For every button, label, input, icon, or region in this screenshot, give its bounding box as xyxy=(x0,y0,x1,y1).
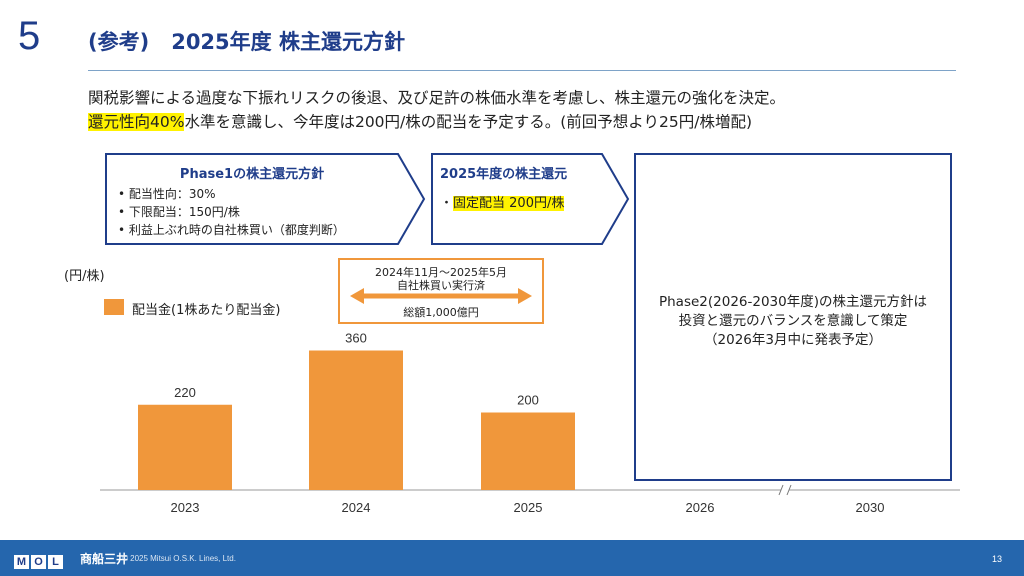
buyback-period: 2024年11月～2025年5月 xyxy=(375,266,507,279)
phase2-line-2: 投資と還元のバランスを意識して策定 xyxy=(678,313,908,329)
axis-break-gap xyxy=(781,486,789,494)
title-main: 2025年度 株主還元方針 xyxy=(171,30,405,54)
page-number: 13 xyxy=(992,554,1003,564)
lead-line-2: 還元性向40%水準を意識し、今年度は200円/株の配当を予定する。(前回予想より… xyxy=(88,110,752,132)
y-axis-unit: (円/株) xyxy=(64,269,105,284)
copyright: © 2025 Mitsui O.S.K. Lines, Ltd. xyxy=(122,554,236,563)
bar-2025 xyxy=(481,412,575,490)
legend-swatch xyxy=(104,299,124,315)
legend-label: 配当金(1株あたり配当金) xyxy=(132,303,281,318)
phase1-item: • 下限配当：150円/株 xyxy=(118,205,240,219)
axis-break-mark xyxy=(786,484,792,496)
page-title: (参考) 2025年度 株主還元方針 xyxy=(88,26,405,56)
lead-rest: 水準を意識し、今年度は200円/株の配当を予定する。(前回予想より25円/株増配… xyxy=(184,113,752,131)
footer-bar xyxy=(0,540,1024,576)
phase2-line-3: （2026年3月中に発表予定） xyxy=(704,332,882,348)
data-label-2023: 220 xyxy=(174,385,196,400)
phase1-item: • 配当性向：30% xyxy=(118,187,216,201)
x-tick-label-2026: 2026 xyxy=(686,500,715,515)
data-label-2024: 360 xyxy=(345,331,367,346)
phase1-title: Phase1の株主還元方針 xyxy=(179,167,325,182)
buyback-label: 自社株買い実行済 xyxy=(397,279,485,292)
policy2025-title: 2025年度の株主還元 xyxy=(440,167,568,182)
bar-2024 xyxy=(309,350,403,490)
lead-line-1: 関税影響による過度な下振れリスクの後退、及び足許の株価水準を考慮し、株主還元の強… xyxy=(88,89,786,107)
title-prefix: (参考) xyxy=(88,30,150,54)
phase1-card-shape xyxy=(105,153,426,245)
title-divider xyxy=(88,70,956,71)
phase2-box xyxy=(634,153,952,481)
phase1-item: • 利益上ぶれ時の自社株買い（都度判断） xyxy=(118,223,345,237)
policy2025-item: ・固定配当 200円/株 xyxy=(440,196,565,211)
phase2-line-1: Phase2(2026-2030年度)の株主還元方針は xyxy=(658,294,927,310)
bar-2023 xyxy=(138,404,232,490)
x-tick-label-2023: 2023 xyxy=(171,500,200,515)
buyback-amount: 総額1,000億円 xyxy=(403,306,479,319)
buyback-box xyxy=(338,258,544,324)
lead-highlight: 還元性向40% xyxy=(88,113,185,131)
company-name: 商船三井 xyxy=(80,552,129,566)
data-label-2025: 200 xyxy=(517,393,539,408)
x-tick-label-2030: 2030 xyxy=(856,500,885,515)
x-tick-label-2025: 2025 xyxy=(514,500,543,515)
x-tick-label-2024: 2024 xyxy=(342,500,371,515)
slide-number: 5 xyxy=(18,14,41,58)
axis-break-mark xyxy=(778,484,784,496)
double-arrow-icon xyxy=(350,288,532,304)
